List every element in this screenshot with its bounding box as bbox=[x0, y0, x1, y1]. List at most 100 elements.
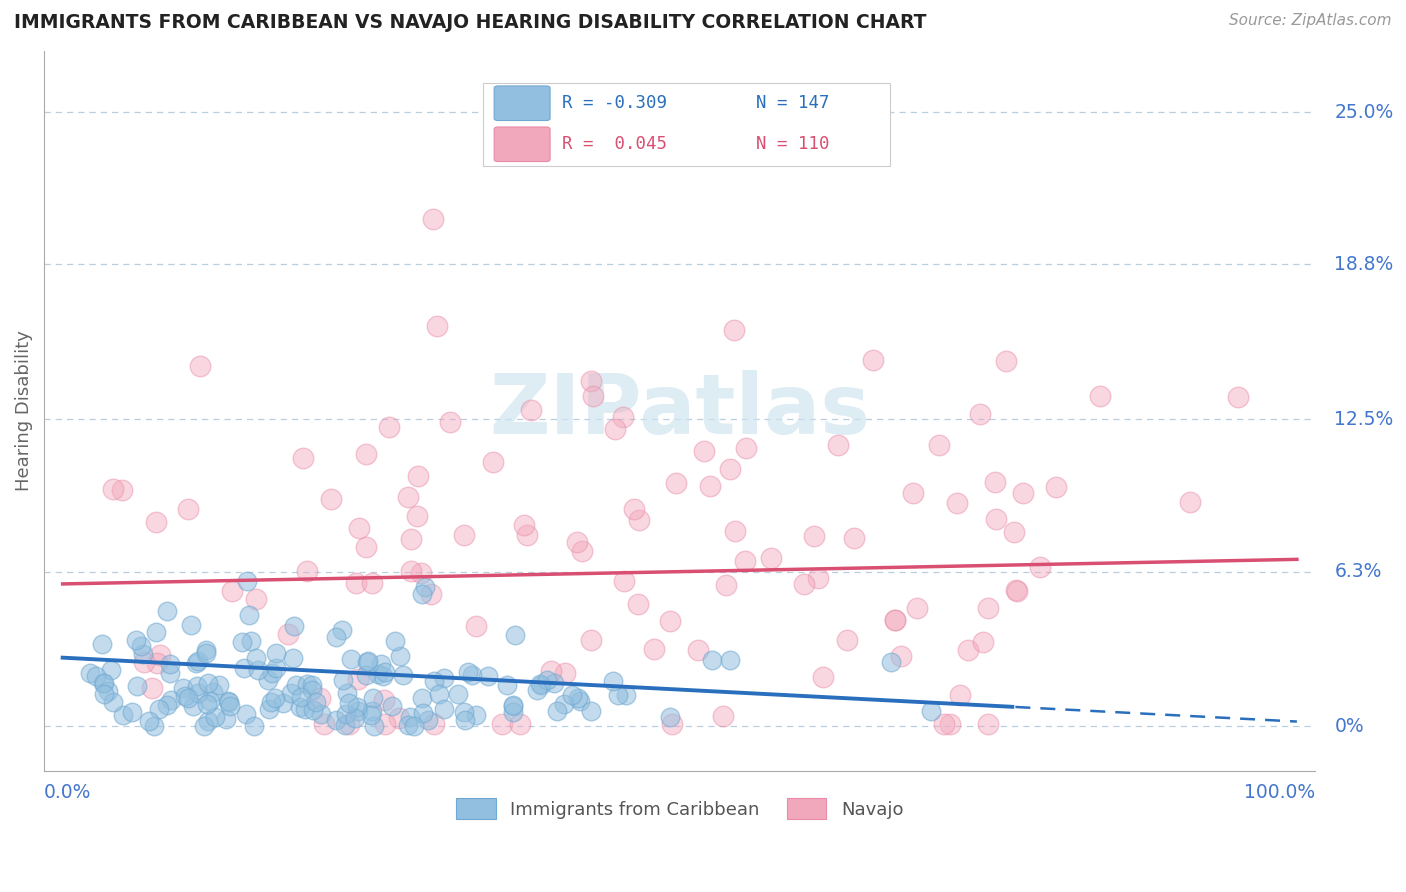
Point bbox=[665, 476, 688, 491]
Point bbox=[138, 714, 160, 729]
Point bbox=[245, 650, 267, 665]
Point bbox=[714, 578, 737, 592]
Point bbox=[374, 717, 396, 731]
Point bbox=[357, 654, 380, 668]
Point bbox=[554, 665, 576, 680]
Point bbox=[718, 653, 741, 667]
Point bbox=[177, 691, 200, 706]
Point bbox=[301, 683, 323, 698]
Point bbox=[734, 554, 756, 568]
Point bbox=[427, 687, 450, 701]
Point bbox=[335, 707, 357, 722]
Point bbox=[354, 540, 377, 554]
Point bbox=[347, 704, 370, 718]
Point bbox=[453, 528, 475, 542]
Point bbox=[159, 665, 181, 680]
Point bbox=[419, 587, 441, 601]
Point bbox=[145, 625, 167, 640]
Point bbox=[378, 419, 401, 434]
Point bbox=[1045, 480, 1067, 494]
Point bbox=[319, 492, 342, 507]
Point bbox=[723, 323, 745, 337]
Point bbox=[371, 669, 394, 683]
Point bbox=[526, 683, 548, 698]
Point bbox=[939, 717, 962, 731]
Point bbox=[901, 486, 924, 500]
Point bbox=[540, 665, 562, 679]
Point bbox=[374, 665, 396, 679]
Point bbox=[93, 676, 115, 690]
Point bbox=[453, 706, 475, 720]
Point bbox=[218, 695, 240, 709]
Point bbox=[693, 444, 716, 458]
Point bbox=[129, 639, 152, 653]
Text: ZIPatlas: ZIPatlas bbox=[489, 370, 870, 451]
Point bbox=[149, 648, 172, 662]
Point bbox=[661, 717, 683, 731]
Point bbox=[93, 688, 115, 702]
Point bbox=[103, 483, 125, 497]
Point bbox=[477, 669, 499, 683]
Point bbox=[529, 677, 551, 691]
Point bbox=[235, 706, 257, 721]
Point bbox=[711, 709, 734, 723]
Point bbox=[186, 686, 208, 700]
Point bbox=[880, 655, 903, 669]
Point bbox=[187, 654, 209, 668]
Point bbox=[465, 618, 488, 632]
Point bbox=[389, 648, 412, 663]
Point bbox=[121, 705, 143, 719]
Point bbox=[363, 719, 385, 733]
Point bbox=[340, 651, 363, 665]
Point bbox=[972, 634, 994, 648]
Point bbox=[177, 501, 200, 516]
Point bbox=[932, 717, 955, 731]
Point bbox=[354, 668, 377, 682]
Point bbox=[238, 607, 260, 622]
Point bbox=[602, 673, 624, 688]
Point bbox=[173, 689, 195, 703]
Point bbox=[579, 705, 602, 719]
Point bbox=[344, 711, 367, 725]
Point bbox=[927, 438, 949, 452]
Point bbox=[125, 633, 148, 648]
Point bbox=[180, 617, 202, 632]
Point bbox=[264, 661, 287, 675]
Text: R = -0.309: R = -0.309 bbox=[561, 95, 666, 112]
Point bbox=[735, 441, 758, 455]
Point bbox=[84, 669, 107, 683]
Point bbox=[283, 619, 305, 633]
Text: 12.5%: 12.5% bbox=[1334, 409, 1393, 429]
Point bbox=[160, 693, 183, 707]
Point bbox=[360, 704, 382, 718]
Point bbox=[793, 576, 815, 591]
Point bbox=[396, 490, 419, 504]
Point bbox=[346, 700, 368, 714]
Point bbox=[605, 422, 627, 436]
Point bbox=[325, 714, 347, 728]
Point bbox=[920, 704, 942, 718]
Point bbox=[700, 653, 723, 667]
Point bbox=[579, 633, 602, 648]
Point bbox=[529, 677, 551, 691]
Point bbox=[422, 717, 444, 731]
Point bbox=[835, 632, 858, 647]
Point bbox=[957, 642, 980, 657]
Point bbox=[699, 479, 721, 493]
Point bbox=[502, 698, 524, 713]
Text: 0.0%: 0.0% bbox=[44, 783, 91, 802]
Point bbox=[1178, 495, 1201, 509]
Point bbox=[396, 718, 419, 732]
Point bbox=[125, 679, 148, 693]
Point bbox=[295, 564, 318, 578]
Point bbox=[1005, 583, 1028, 598]
Point bbox=[264, 690, 287, 705]
Point bbox=[367, 666, 389, 681]
Point bbox=[245, 591, 267, 606]
Point bbox=[883, 613, 905, 627]
Text: 6.3%: 6.3% bbox=[1334, 562, 1382, 582]
Point bbox=[613, 574, 636, 588]
Point bbox=[495, 678, 517, 692]
Point bbox=[422, 211, 444, 226]
Point bbox=[330, 623, 353, 637]
